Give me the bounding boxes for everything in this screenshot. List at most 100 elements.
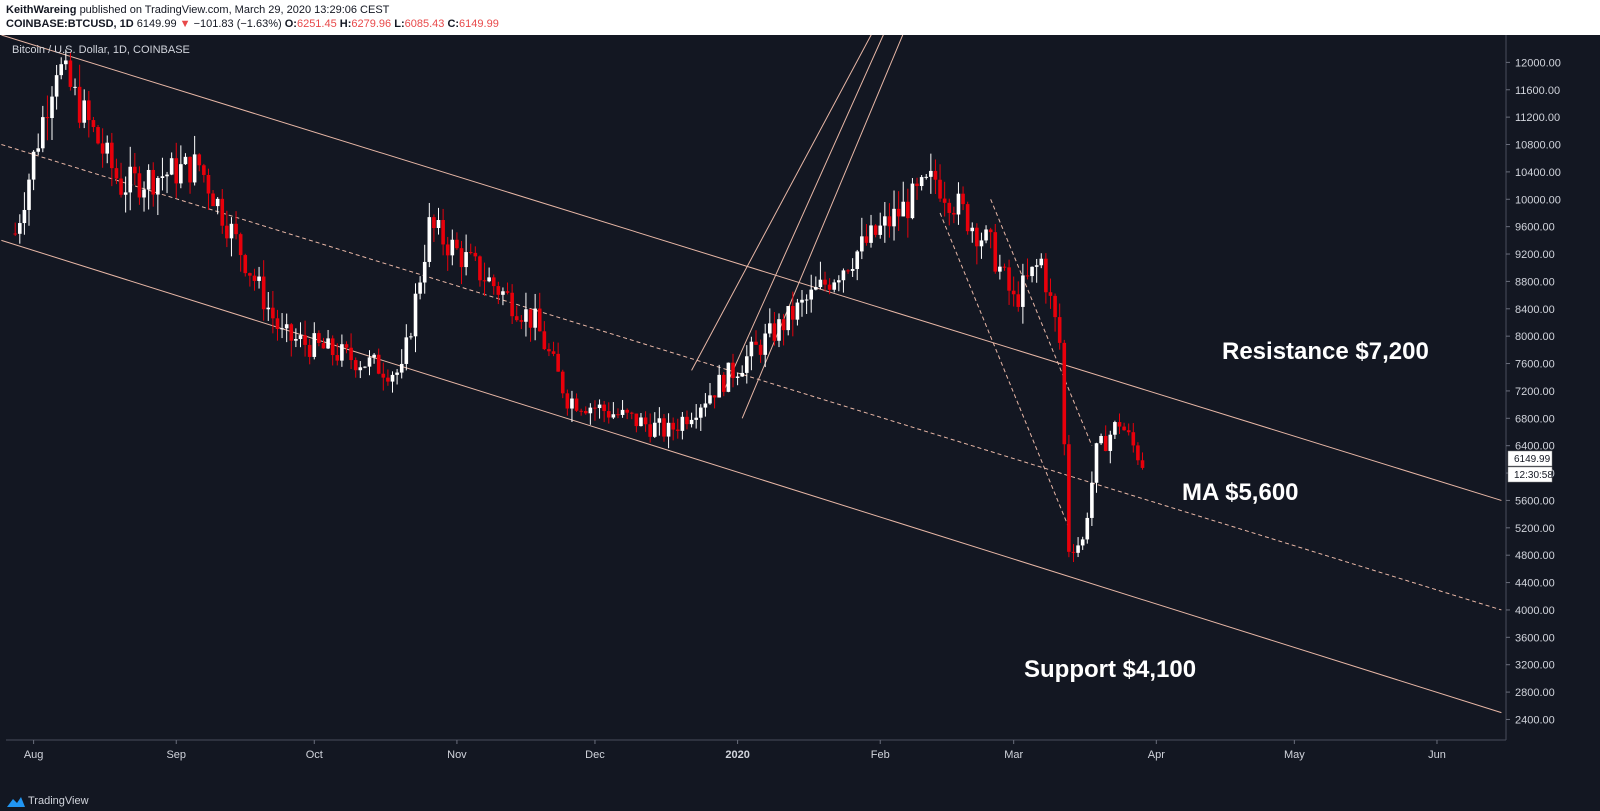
y-tick-label: 6800.00 (1515, 413, 1555, 425)
candle-body (450, 239, 455, 256)
candle-body (547, 349, 551, 352)
candle-body (1126, 430, 1131, 433)
candle-body (791, 306, 795, 320)
candle-body (850, 269, 855, 271)
candle-body (169, 158, 174, 175)
y-tick-label: 4000.00 (1515, 605, 1555, 617)
candle-body (744, 356, 749, 373)
candle-body (399, 363, 404, 373)
x-tick-label: Jun (1428, 749, 1446, 761)
candle-body (381, 373, 386, 378)
candle-body (395, 372, 399, 375)
y-tick-label: 9600.00 (1515, 222, 1555, 234)
candle-body (1007, 267, 1011, 291)
candle-body (128, 166, 133, 193)
low-key: L: (394, 18, 405, 30)
candle-body (505, 291, 510, 293)
candle-body (266, 307, 271, 310)
candle-body (786, 306, 791, 331)
candle-body (795, 302, 800, 320)
candles (13, 49, 1145, 563)
candle-body (1113, 422, 1117, 435)
x-tick-label: Sep (166, 749, 186, 761)
ma-annotation: MA $5,600 (1182, 479, 1299, 506)
candle-body (565, 393, 570, 409)
candle-body (952, 212, 956, 215)
candle-body (740, 372, 744, 377)
candle-body (229, 223, 234, 239)
candle-body (215, 198, 220, 207)
candle-body (496, 286, 501, 295)
y-tick-label: 2400.00 (1515, 714, 1555, 726)
candle-body (777, 319, 781, 341)
candle-body (689, 419, 694, 425)
candle-body (344, 344, 349, 348)
candle-body (823, 279, 827, 285)
price-chart[interactable]: 2400.00 2800.00 3200.00 3600.00 4000.00 4400.… (0, 0, 1600, 793)
candle-body (634, 413, 639, 427)
candle-body (243, 255, 248, 274)
candle-body (758, 344, 763, 355)
candle-body (1044, 258, 1048, 293)
candle-body (326, 338, 330, 349)
candle-body (73, 86, 77, 88)
candle-body (119, 178, 123, 195)
candle-body (542, 331, 547, 350)
candle-body (238, 234, 243, 256)
candle-body (413, 293, 418, 337)
candle-body (717, 374, 721, 398)
candle-body (712, 395, 717, 398)
candle-body (211, 193, 215, 207)
candle-body (105, 142, 110, 154)
candle-body (869, 225, 873, 243)
candle-body (464, 252, 468, 268)
candle-body (809, 289, 814, 300)
brand-name[interactable]: TradingView (28, 795, 89, 807)
candle-body (804, 299, 809, 301)
high-value: 6279.96 (351, 18, 392, 30)
candle-body (151, 169, 156, 195)
candle-body (583, 411, 588, 414)
candle-body (1094, 443, 1099, 483)
candle-body (938, 179, 942, 199)
candle-body (473, 252, 478, 257)
candle-body (349, 347, 353, 361)
last-price-label: 6149.99 (136, 18, 177, 30)
candle-body (257, 276, 261, 281)
y-tick-label: 7200.00 (1515, 386, 1555, 398)
candle-body (91, 120, 96, 128)
candle-body (197, 154, 202, 166)
candle-body (680, 416, 685, 431)
chart-area[interactable]: 2400.00 2800.00 3200.00 3600.00 4000.00 4400.… (0, 0, 1600, 793)
candle-body (445, 244, 450, 256)
tradingview-logo-icon[interactable] (6, 796, 26, 808)
candle-body (560, 371, 565, 394)
candle-body (942, 198, 947, 203)
candle-body (317, 333, 321, 344)
candle-body (1011, 290, 1016, 295)
x-tick-label: Nov (447, 749, 467, 761)
y-tick-label: 3200.00 (1515, 660, 1555, 672)
candle-body (160, 176, 165, 179)
candle-body (22, 209, 27, 224)
candle-body (961, 193, 965, 205)
candle-body (468, 252, 473, 254)
candle-body (82, 100, 87, 123)
candle-body (1062, 342, 1067, 445)
candle-body (87, 100, 91, 121)
candle-body (537, 308, 542, 332)
candle-body (321, 343, 326, 349)
candle-body (165, 174, 169, 177)
candle-body (459, 248, 464, 268)
y-tick-label: 8800.00 (1515, 276, 1555, 288)
y-tick-label: 11200.00 (1515, 112, 1560, 124)
channel-line-lower (1, 239, 1502, 714)
candle-body (685, 416, 689, 425)
candle-body (386, 377, 390, 382)
candle-body (616, 414, 620, 416)
candle-body (929, 170, 933, 177)
channel-line-rise-3 (741, 0, 918, 419)
author-name[interactable]: KeithWareing (6, 4, 77, 16)
candle-body (1067, 444, 1071, 552)
